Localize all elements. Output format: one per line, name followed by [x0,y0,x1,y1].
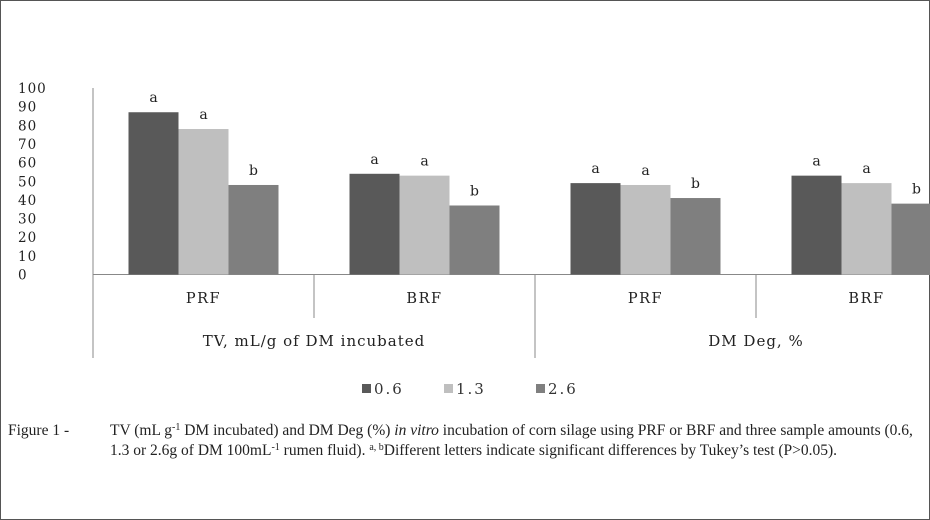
legend-label: 1.3 [456,380,486,398]
caption-sup3: a, b [369,442,384,453]
bar [670,198,721,275]
y-tick-label: 0 [18,268,28,284]
bar-data-label: a [199,107,207,123]
bar [178,129,229,275]
legend: 0.6 1.3 2.6 [362,380,578,398]
y-tick-label: 50 [18,174,37,190]
y-tick-label: 40 [18,193,37,209]
group-label: DM Deg, % [708,332,803,350]
caption-part5: Different letters indicate significant d… [383,442,838,459]
y-tick-label: 80 [18,118,37,134]
bar [128,112,179,275]
category-label: PRF [186,291,221,307]
y-tick-label: 90 [18,100,37,116]
chart-bars: a a b a a b a a b a a b [128,90,930,275]
y-tick-label: 100 [18,81,47,97]
y-tick-label: 70 [18,137,37,153]
bar [791,175,842,275]
bar [570,183,621,275]
bar-data-label: a [862,161,870,177]
bar-data-label: a [641,163,649,179]
bar [399,175,450,275]
bar [349,173,400,275]
category-axis: PRF BRF PRF BRF TV, mL/g of DM incubated DM D… [92,274,884,358]
caption-body: TV (mL g-1 DM incubated) and DM Deg (%) … [110,421,923,461]
bar-data-label: b [470,183,479,199]
bar-data-label: a [149,90,157,106]
bar [841,183,892,275]
caption-sup1: -1 [172,422,181,433]
legend-label: 2.6 [548,380,578,398]
chart-axes: 0 10 20 30 40 50 60 70 80 90 100 [18,81,930,284]
y-tick-label: 60 [18,156,37,172]
figure-caption: Figure 1 - TV (mL g-1 DM incubated) and D… [8,421,923,489]
caption-italic: in vitro [394,422,439,439]
bar-data-label: b [912,182,921,198]
bar-data-label: a [370,152,378,168]
y-tick-label: 10 [18,249,37,265]
legend-swatch [536,384,545,393]
y-tick-label: 20 [18,230,37,246]
bar [449,205,500,275]
legend-swatch [444,384,453,393]
bar-data-label: b [249,163,258,179]
category-label: BRF [406,291,442,307]
caption-part4: rumen fluid). [279,442,370,459]
legend-swatch [362,384,371,393]
bar-data-label: a [591,161,599,177]
category-label: BRF [848,291,884,307]
caption-part1: TV (mL g [110,422,172,439]
caption-part2: DM incubated) and DM Deg (%) [180,422,395,439]
category-label: PRF [628,291,663,307]
legend-label: 0.6 [374,380,404,398]
bar [620,184,671,275]
figure-label: Figure 1 - [8,422,70,439]
bar-chart: 0 10 20 30 40 50 60 70 80 90 100 a a b a a b a a b a a b PRF B… [18,81,930,398]
bar-data-label: a [420,154,428,170]
bar [891,203,930,275]
caption-sup2: -1 [271,442,280,453]
bar-data-label: b [691,176,700,192]
y-tick-label: 30 [18,212,37,228]
group-label: TV, mL/g of DM incubated [203,332,425,350]
caption-part3: incubation of corn silage using PRF or B… [110,422,913,459]
bar-data-label: a [812,154,820,170]
bar [228,184,279,275]
